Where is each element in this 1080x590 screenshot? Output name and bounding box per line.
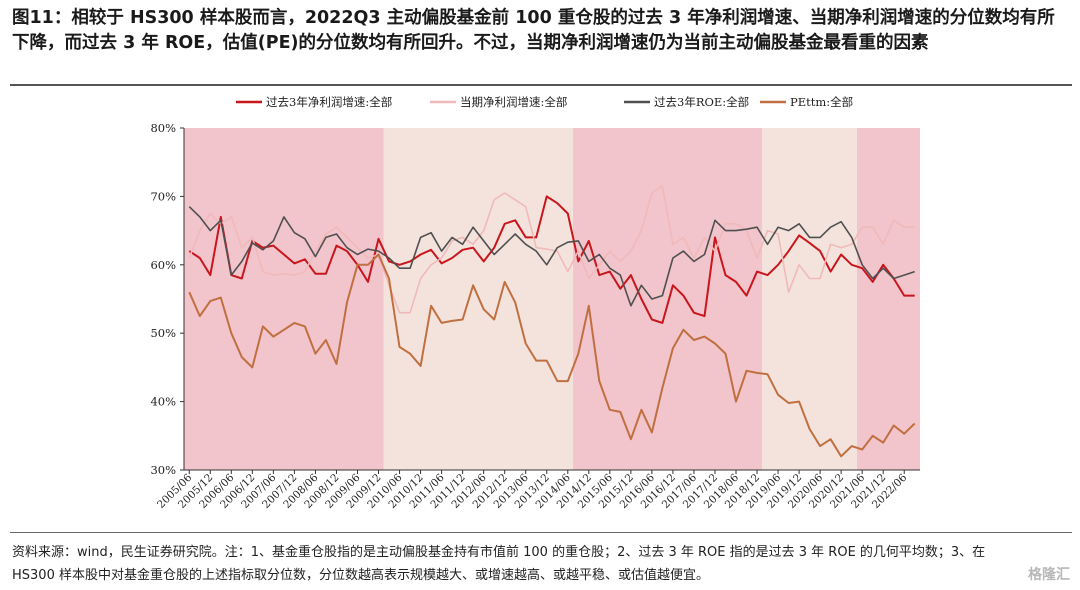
- y-tick-label: 50%: [150, 326, 176, 340]
- footer-divider: [10, 532, 1072, 533]
- series-lines: [188, 185, 916, 458]
- chart-legend: 过去3年净利润增速:全部 当期净利润增速:全部 过去3年ROE:全部 PEttm:全部: [236, 95, 853, 109]
- shaded-region-2: [573, 128, 763, 470]
- y-tick-label: 60%: [150, 258, 176, 272]
- watermark-logo: 格隆汇: [1028, 567, 1070, 583]
- legend-label-1: 当期净利润增速:全部: [460, 95, 567, 109]
- legend-label-3: PEttm:全部: [790, 95, 853, 109]
- y-tick-label: 70%: [150, 189, 176, 203]
- title-divider: [10, 84, 1072, 86]
- y-tick-label: 40%: [150, 395, 176, 409]
- legend-label-0: 过去3年净利润增速:全部: [266, 95, 392, 109]
- series-line-3: [188, 253, 916, 458]
- shaded-region-4: [856, 128, 920, 470]
- legend-label-2: 过去3年ROE:全部: [654, 95, 749, 109]
- line-chart: 30%40%50%60%70%80%2005/062005/122006/062…: [150, 95, 920, 511]
- series-line-0: [188, 195, 915, 324]
- shaded-regions: [184, 128, 920, 470]
- y-tick-label: 30%: [150, 463, 176, 477]
- series-line-2: [188, 206, 915, 307]
- shaded-region-3: [762, 128, 857, 470]
- figure-title: 图11：相较于 HS300 样本股而言，2022Q3 主动偏股基金前 100 重…: [12, 8, 1055, 53]
- series-line-1: [188, 185, 915, 314]
- y-tick-label: 80%: [150, 121, 176, 135]
- source-note: 资料来源：wind，民生证券研究院。注：1、基金重仓股指的是主动偏股基金持有市值…: [12, 545, 986, 583]
